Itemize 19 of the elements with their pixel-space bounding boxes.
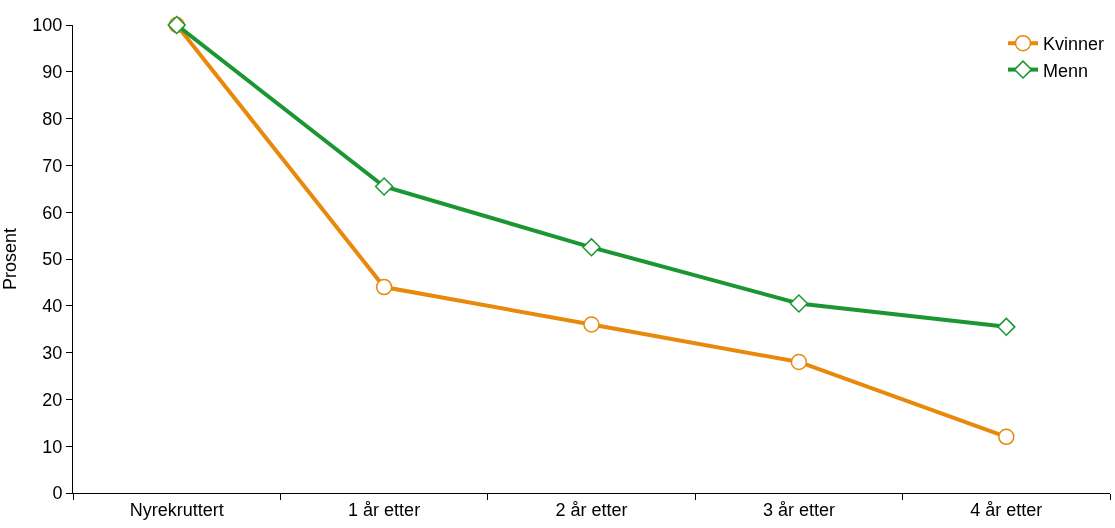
x-tick-label: 4 år etter [970, 499, 1043, 520]
y-tick-label: 80 [42, 108, 63, 129]
y-tick-label: 70 [42, 155, 63, 176]
y-tick-label: 0 [52, 483, 63, 504]
y-tick-label: 40 [42, 296, 63, 317]
legend-label: Menn [1043, 60, 1089, 81]
x-tick-label: 3 år etter [762, 499, 835, 520]
x-tick-label: 1 år etter [348, 499, 421, 520]
y-tick-label: 20 [42, 389, 63, 410]
y-tick-label: 90 [42, 62, 63, 83]
x-tick-label: Nyrekruttert [129, 499, 224, 520]
y-tick-label: 100 [32, 15, 63, 36]
y-tick-label: 10 [42, 436, 63, 457]
y-tick-label: 60 [42, 202, 63, 223]
y-axis-title: Prosent [0, 227, 20, 291]
y-tick-label: 50 [42, 249, 63, 270]
x-tick-label: 2 år etter [555, 499, 628, 520]
y-tick-label: 30 [42, 342, 63, 363]
legend-label: Kvinner [1043, 34, 1105, 55]
